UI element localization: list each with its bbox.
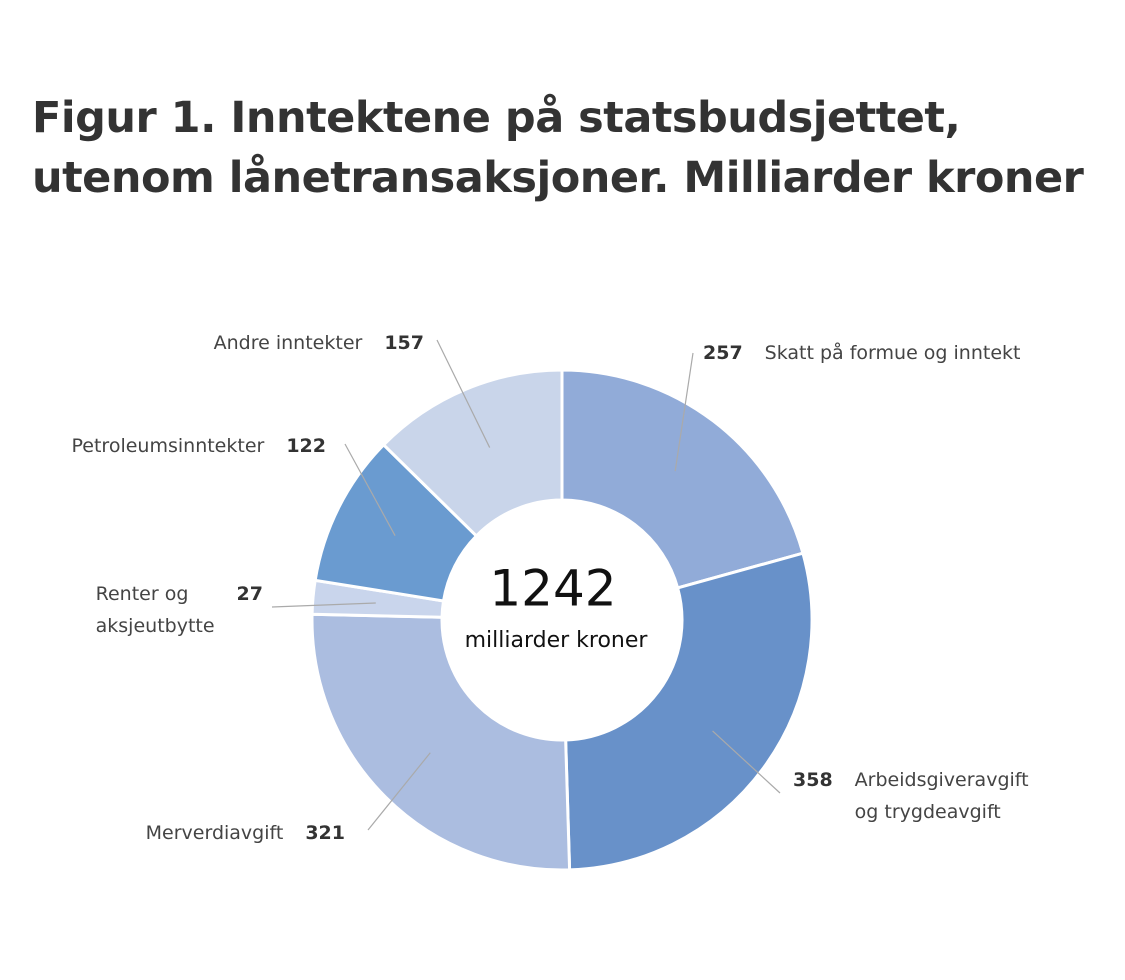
- category-label: Renter og aksjeutbytte: [95, 583, 215, 637]
- leader-line: [367, 752, 431, 831]
- category-label: Merverdiavgift: [145, 822, 284, 844]
- donut-slice: [564, 551, 814, 872]
- center-total: 1242: [489, 560, 616, 618]
- leader-line: [271, 602, 376, 608]
- leader-line: [344, 443, 396, 536]
- slice-label: 257 Skatt på formue og inntekt: [703, 337, 1020, 369]
- slice-label: Merverdiavgift 321: [146, 817, 345, 849]
- value-label: 122: [286, 435, 326, 457]
- leader-line: [712, 730, 781, 794]
- value-label: 358: [793, 769, 833, 791]
- value-label: 157: [384, 332, 424, 354]
- leader-line: [436, 339, 491, 448]
- donut-slice: [310, 612, 572, 872]
- slice-label: Renter og aksjeutbytte 27: [96, 578, 263, 642]
- slice-label: 358 Arbeidsgiveravgift og trygdeavgift: [793, 764, 1029, 828]
- chart-title: Figur 1. Inntektene på statsbudsjettet, …: [32, 93, 1084, 203]
- donut-slice: [560, 368, 805, 590]
- slice-label: Petroleumsinntekter 122: [72, 430, 326, 462]
- value-label: 321: [305, 822, 345, 844]
- donut-slice: [381, 368, 564, 539]
- slice-label: Andre inntekter 157: [214, 327, 424, 359]
- leader-line: [674, 352, 694, 472]
- value-label: 257: [703, 342, 743, 364]
- category-label: Arbeidsgiveravgift og trygdeavgift: [854, 769, 1029, 823]
- category-label: Andre inntekter: [213, 332, 363, 354]
- category-label: Skatt på formue og inntekt: [764, 342, 1021, 364]
- category-label: Petroleumsinntekter: [71, 435, 265, 457]
- center-label: milliarder kroner: [465, 628, 649, 653]
- value-label: 27: [236, 583, 263, 605]
